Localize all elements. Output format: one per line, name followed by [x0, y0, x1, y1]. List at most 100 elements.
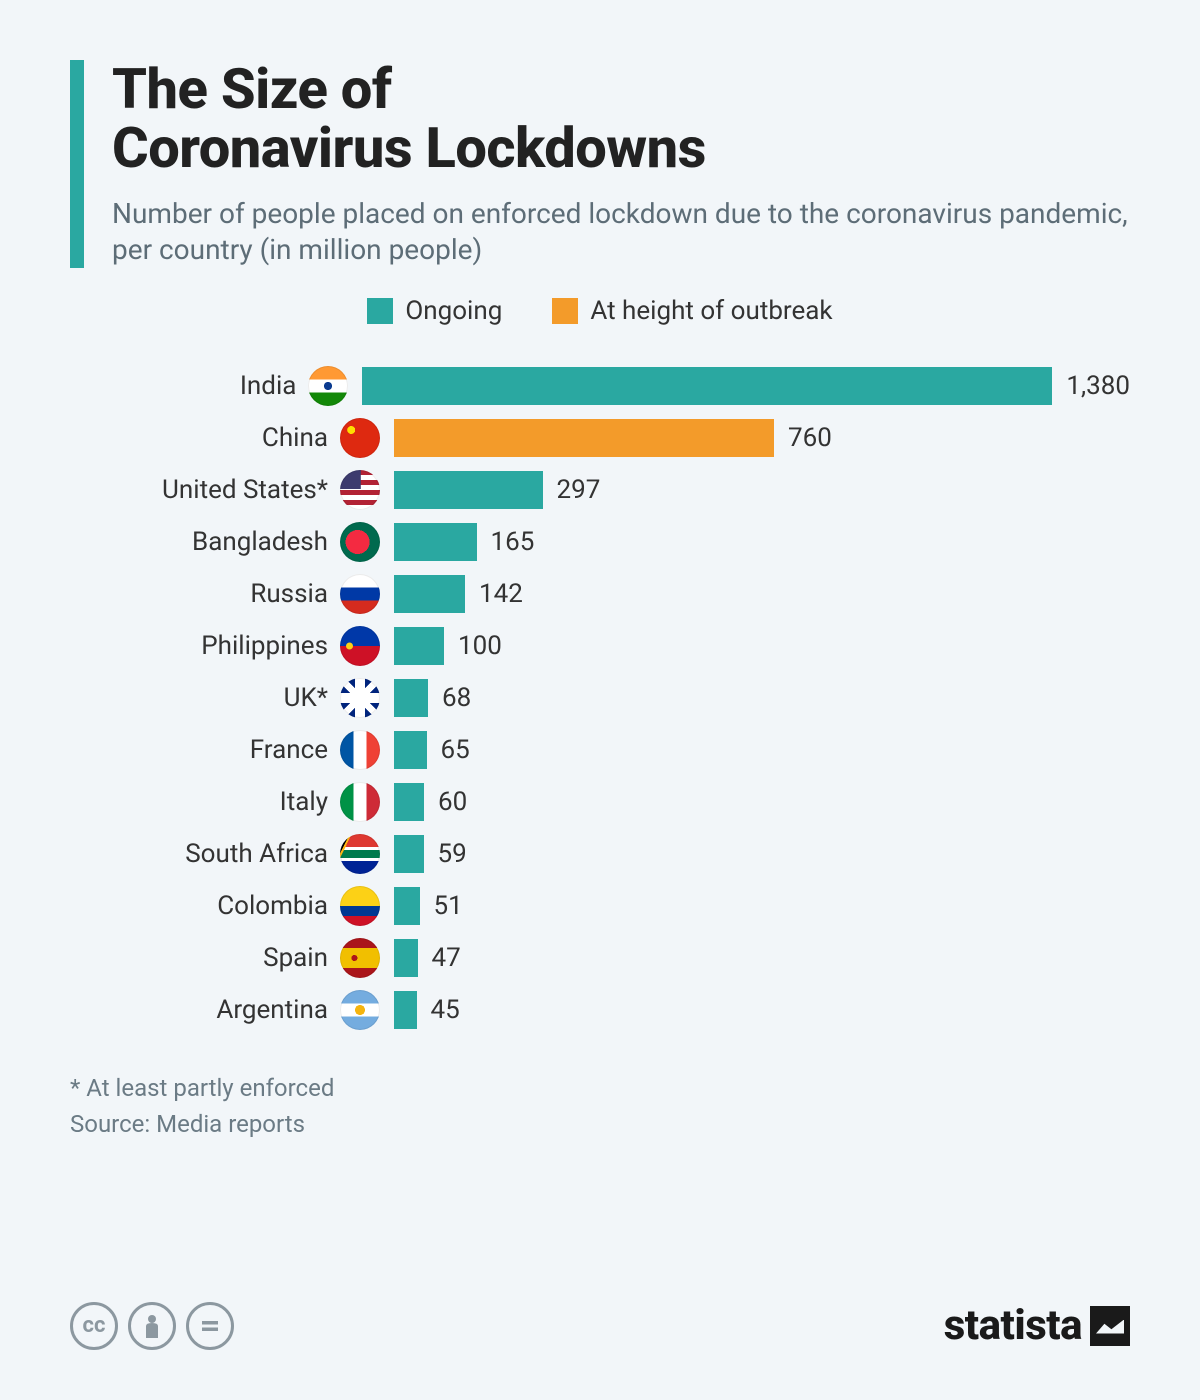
row-label: UK*	[70, 683, 340, 713]
bar-value: 142	[479, 579, 523, 609]
title-line-1: The Size of	[112, 56, 392, 122]
row-label: China	[70, 423, 340, 453]
chart-row: India 1,380	[70, 360, 1130, 412]
chart-title: The Size of Coronavirus Lockdowns	[112, 60, 1130, 178]
flag-icon-us	[340, 470, 380, 510]
brand-name: statista	[944, 1301, 1082, 1350]
chart-row: China 760	[70, 412, 1130, 464]
title-accent-bar	[70, 60, 84, 268]
bar-area: 60	[394, 783, 1130, 821]
row-label: Argentina	[70, 995, 340, 1025]
bar-value: 100	[458, 631, 502, 661]
bar-area: 47	[394, 939, 1130, 977]
bar	[394, 679, 428, 717]
footer: cc statista	[70, 1301, 1130, 1350]
row-label: South Africa	[70, 839, 340, 869]
bar-area: 100	[394, 627, 1130, 665]
bar-area: 297	[394, 471, 1130, 509]
bar	[394, 887, 420, 925]
flag-icon-ar	[340, 990, 380, 1030]
brand-mark-icon	[1090, 1306, 1130, 1346]
bar-area: 45	[394, 991, 1130, 1029]
flag-icon-cn	[340, 418, 380, 458]
bar-area: 59	[394, 835, 1130, 873]
legend-label-ongoing: Ongoing	[405, 296, 502, 326]
bar-area: 51	[394, 887, 1130, 925]
bar	[394, 575, 465, 613]
flag-icon-fr	[340, 730, 380, 770]
row-label: Colombia	[70, 891, 340, 921]
chart-row: Philippines 100	[70, 620, 1130, 672]
header: The Size of Coronavirus Lockdowns Number…	[70, 60, 1130, 268]
flag-icon-in	[308, 366, 348, 406]
bar-chart: India 1,380 China 760 United States* 297 Bangl…	[70, 360, 1130, 1036]
row-label: Russia	[70, 579, 340, 609]
title-line-2: Coronavirus Lockdowns	[112, 115, 706, 181]
chart-row: Italy 60	[70, 776, 1130, 828]
legend-swatch-peak	[552, 298, 578, 324]
bar-value: 165	[491, 527, 535, 557]
chart-row: Spain 47	[70, 932, 1130, 984]
by-icon	[128, 1302, 176, 1350]
license-icons: cc	[70, 1302, 234, 1350]
bar	[394, 419, 774, 457]
flag-icon-za	[340, 834, 380, 874]
legend-item-peak: At height of outbreak	[552, 296, 832, 326]
bar	[394, 471, 543, 509]
bar-value: 68	[442, 683, 471, 713]
flag-icon-uk	[340, 678, 380, 718]
flag-icon-co	[340, 886, 380, 926]
bar	[394, 627, 444, 665]
bar	[394, 835, 424, 873]
legend-swatch-ongoing	[367, 298, 393, 324]
chart-row: France 65	[70, 724, 1130, 776]
bar-area: 760	[394, 419, 1130, 457]
bar-area: 142	[394, 575, 1130, 613]
bar-value: 1,380	[1066, 371, 1130, 401]
legend-item-ongoing: Ongoing	[367, 296, 502, 326]
header-text: The Size of Coronavirus Lockdowns Number…	[112, 60, 1130, 268]
row-label: Philippines	[70, 631, 340, 661]
chart-subtitle: Number of people placed on enforced lock…	[112, 196, 1130, 269]
bar	[394, 939, 418, 977]
footnote-source: Source: Media reports	[70, 1106, 1130, 1142]
chart-row: Argentina 45	[70, 984, 1130, 1036]
bar-area: 68	[394, 679, 1130, 717]
flag-icon-ru	[340, 574, 380, 614]
chart-row: Russia 142	[70, 568, 1130, 620]
chart-row: United States* 297	[70, 464, 1130, 516]
bar-value: 297	[557, 475, 601, 505]
legend: Ongoing At height of outbreak	[70, 296, 1130, 326]
row-label: Spain	[70, 943, 340, 973]
row-label: India	[70, 371, 308, 401]
bar	[394, 523, 477, 561]
flag-icon-bd	[340, 522, 380, 562]
chart-row: South Africa 59	[70, 828, 1130, 880]
legend-label-peak: At height of outbreak	[590, 296, 832, 326]
bar-value: 45	[431, 995, 460, 1025]
row-label: Italy	[70, 787, 340, 817]
flag-icon-ph	[340, 626, 380, 666]
flag-icon-it	[340, 782, 380, 822]
bar-value: 51	[434, 891, 463, 921]
chart-row: UK* 68	[70, 672, 1130, 724]
bar-area: 1,380	[362, 367, 1130, 405]
brand-logo: statista	[944, 1301, 1130, 1350]
bar	[394, 783, 424, 821]
bar-area: 65	[394, 731, 1130, 769]
bar	[362, 367, 1052, 405]
bar	[394, 731, 427, 769]
chart-row: Colombia 51	[70, 880, 1130, 932]
row-label: United States*	[70, 475, 340, 505]
cc-icon: cc	[70, 1302, 118, 1350]
bar-area: 165	[394, 523, 1130, 561]
row-label: France	[70, 735, 340, 765]
bar-value: 760	[788, 423, 832, 453]
row-label: Bangladesh	[70, 527, 340, 557]
bar-value: 60	[438, 787, 467, 817]
footnote-asterisk: * At least partly enforced	[70, 1070, 1130, 1106]
bar-value: 47	[432, 943, 461, 973]
chart-row: Bangladesh 165	[70, 516, 1130, 568]
bar-value: 65	[441, 735, 470, 765]
bar-value: 59	[438, 839, 467, 869]
